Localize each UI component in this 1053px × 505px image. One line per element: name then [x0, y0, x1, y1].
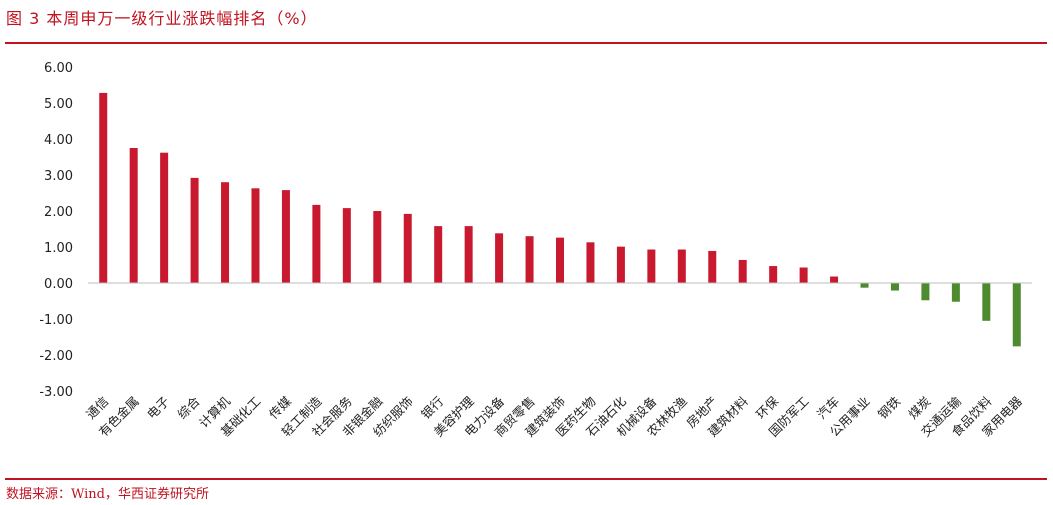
y-tick-label: 1.00 — [44, 241, 73, 256]
bar-chart: 6.00 5.00 4.00 3.00 2.00 1.00 0.00 -1.00 -2.00 -3… — [39, 61, 1032, 439]
bar — [434, 226, 443, 283]
bar — [221, 182, 230, 283]
y-tick-label: 3.00 — [44, 169, 73, 184]
top-divider — [5, 42, 1047, 44]
bar — [677, 249, 686, 283]
bar — [799, 267, 808, 283]
bar — [769, 266, 778, 283]
bar — [190, 177, 199, 283]
bar — [251, 188, 260, 283]
bar — [586, 242, 595, 283]
bar — [951, 283, 960, 302]
bar — [738, 259, 747, 283]
bar — [525, 236, 534, 283]
bar — [1012, 283, 1021, 347]
bar — [890, 283, 899, 291]
bar — [982, 283, 991, 321]
y-tick-label: 0.00 — [44, 277, 73, 292]
x-tick-label: 钢铁 — [875, 393, 904, 422]
x-tick-label: 电子 — [144, 394, 172, 422]
bar — [373, 211, 382, 283]
bottom-divider — [5, 478, 1047, 480]
y-tick-label: 6.00 — [44, 61, 73, 76]
chart-title: 图 3 本周申万一级行业涨跌幅排名（%） — [6, 9, 318, 28]
bar — [921, 283, 930, 301]
y-tick-label: -2.00 — [39, 349, 73, 364]
bar — [495, 233, 504, 283]
bar — [129, 148, 138, 283]
bar — [99, 92, 108, 283]
y-tick-label: 2.00 — [44, 205, 73, 220]
bar — [556, 237, 564, 283]
bar — [342, 208, 351, 283]
bar — [830, 276, 839, 283]
source-note: 数据来源：Wind，华西证券研究所 — [6, 487, 209, 502]
y-tick-label: 5.00 — [44, 97, 73, 112]
bar — [281, 190, 290, 283]
bar — [708, 250, 717, 283]
bar — [464, 226, 473, 283]
bar — [312, 204, 321, 283]
y-tick-label: -1.00 — [39, 313, 73, 328]
y-axis: 6.00 5.00 4.00 3.00 2.00 1.00 0.00 -1.00 -2.00 -3… — [39, 61, 73, 400]
bar — [160, 152, 169, 283]
y-tick-label: -3.00 — [39, 385, 73, 400]
bar — [616, 246, 625, 283]
bar — [403, 213, 412, 283]
bar — [860, 283, 869, 288]
y-tick-label: 4.00 — [44, 133, 73, 148]
bar — [647, 249, 656, 283]
bars — [99, 92, 1021, 347]
